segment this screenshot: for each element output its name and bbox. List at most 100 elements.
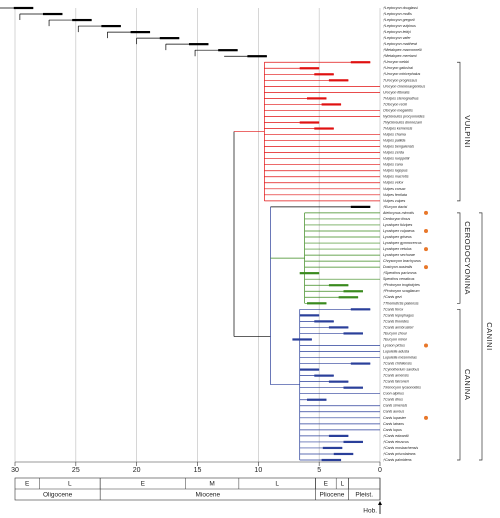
fossil-range [314,320,334,323]
taxon-label: Lupulella mesomelas [383,355,417,359]
taxon-label: †Canis edwardii [383,434,409,438]
subepoch-label: M [209,481,214,488]
epoch-label: Miocene [196,492,221,499]
fossil-range [299,67,320,70]
taxon-label: Vulpes vulpes [383,199,406,203]
clade-bracket [479,212,483,461]
fossil-range [328,434,349,437]
taxon-label: †Protocyon troglodytes [383,283,420,287]
taxon-label: †Canis etruscus [383,440,409,444]
taxon-label: †Otocyon recki [383,102,407,106]
taxon-label: Cuon alpinus [383,392,404,396]
marker [424,343,428,348]
fossil-range [343,332,363,335]
fossil-range [321,103,342,106]
taxon-label: Lycalopex culpaeus [383,229,415,233]
taxon-label: †Canis dirus [383,398,403,402]
fossil-range [343,386,363,389]
clade-label: CERODOCYONINA [463,221,472,295]
tick-label: 10 [254,467,262,474]
taxon-label: †Urocyon progressus [383,78,417,82]
taxon-label: †Canis lepophagus [383,313,414,317]
taxon-label: Otocyon megalotis [383,108,413,112]
taxon-label: Vulpes macrotis [383,175,409,179]
taxon-label: †Xenocyon lycaonoides [383,386,421,390]
epoch-label: Oligocene [43,492,73,499]
taxon-label: †Canis priscolatrans [383,452,416,456]
taxon-label: Canis aureus [383,410,404,414]
taxon-label: †Metalopex merriami [383,54,417,58]
taxon-label: †Nyctereutes donnezani [383,120,422,124]
taxon-label: †Urocyon galushai [383,66,413,70]
fossil-range [321,458,342,462]
subepoch-label: L [340,481,344,488]
taxon-label: Vulpes corsac [383,187,406,191]
epoch-label: Pleist. [355,492,373,499]
fossil-range [350,308,371,311]
taxon-label: †Eucyon zhoui [383,331,407,335]
marker [424,247,428,252]
taxon-label: Vulpes chama [383,133,406,137]
taxon-label: Vulpes bengalensis [383,145,414,149]
fossil-range [350,61,371,64]
clade-bracket [457,212,461,304]
fossil-range [72,18,92,22]
fossil-range [307,398,327,401]
taxon-label: Canis simensis [383,404,407,408]
taxon-label: Urocyon littoralis [383,90,410,94]
taxon-label: Speothos venaticus [383,277,415,281]
taxon-label: Lycalopex gymnocercus [383,241,422,245]
taxon-label: Vulpes cana [383,163,403,167]
taxon-label: Lycalopex griseus [383,235,412,239]
subepoch-label: E [324,481,329,488]
fossil-range [299,121,320,124]
taxon-label: Vulpes pallida [383,139,405,143]
taxon-label: †Speothos pacivorus [383,271,417,275]
tick-label: 30 [11,467,19,474]
tick-label: 25 [72,467,80,474]
taxon-label: †Leptocyon gregorii [383,18,415,22]
fossil-range [101,24,121,28]
arrow-head [378,501,382,505]
taxon-label: Lycalopex vetulus [383,247,412,251]
fossil-range [350,205,371,208]
fossil-range [299,272,320,275]
taxon-label: †Urocyon webbi [383,60,409,64]
taxon-label: †Eucyon minor [383,337,408,341]
fossil-range [328,326,349,329]
taxon-label: Canis lupaster [383,416,407,420]
fossil-range [159,37,180,40]
fossil-range [314,374,334,377]
taxon-label: Vulpes lagopus [383,169,408,173]
tick-label: 0 [378,467,382,474]
taxon-label: †Canis palmidens [383,458,412,462]
subepoch-label: L [275,481,279,488]
taxon-label: Lycaon pictus [383,343,405,347]
subepoch-label: E [25,481,30,488]
fossil-range [307,302,327,305]
fossil-range [218,49,238,52]
marker [424,265,428,270]
taxon-label: †Cynotherium sardous [383,368,419,372]
taxon-label: †Protocyon scagliarum [383,289,420,293]
clade-label: CANINA [463,369,472,400]
subepoch-label: L [68,481,72,488]
taxon-label: †Vulpes stenognathus [383,96,419,100]
taxon-label: Chrysocyon brachyurus [383,259,421,263]
fossil-range [13,6,34,10]
fossil-range [299,368,320,371]
fossil-range [292,338,312,341]
taxon-label: †Canis thooides [383,319,409,323]
fossil-range [343,290,363,293]
taxon-label: †Canis arnensis [383,374,409,378]
fossil-range [350,362,371,365]
taxon-label: †Urocyon minicephalus [383,72,421,76]
taxon-label: †Leptocyon leidyi [383,30,411,34]
tick-label: 20 [133,467,141,474]
taxon-label: †Canis gezi [383,295,402,299]
fossil-range [314,73,334,76]
clade-label: VULPINI [463,115,472,148]
taxon-label: †Leptocyon douglassi [383,6,418,10]
taxon-label: †Metalopex macconnelli [383,48,422,52]
taxon-label: Urocyon cinereoargenteus [383,84,425,88]
